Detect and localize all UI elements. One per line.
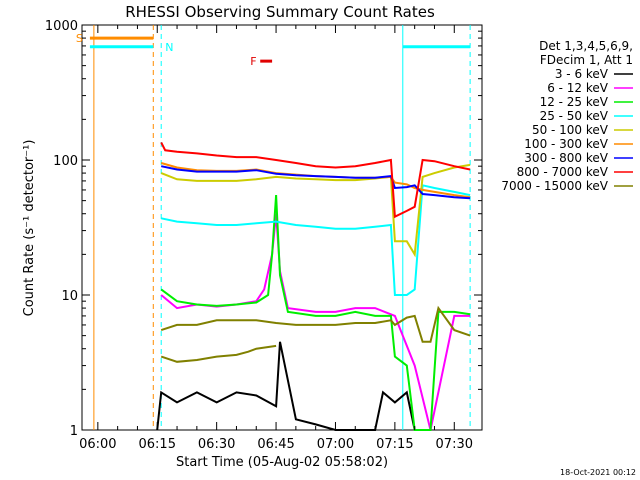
marker-label: S xyxy=(76,32,83,45)
legend-header-line-2: FDecim 1, Att 1 xyxy=(540,53,633,67)
y-tick-label: 1000 xyxy=(45,19,78,34)
y-axis-label: Count Rate (s⁻¹ detector⁻¹) xyxy=(22,140,37,317)
plot-frame xyxy=(81,24,483,431)
y-tick-label: 1 xyxy=(70,424,78,439)
series-line xyxy=(156,341,416,431)
y-tick-label: 10 xyxy=(61,289,78,304)
x-tick-label: 07:00 xyxy=(317,437,354,452)
legend-label: 7000 - 15000 keV xyxy=(501,179,608,193)
marker-label: F xyxy=(250,55,256,68)
x-tick-label: 06:15 xyxy=(139,437,176,452)
chart-title: RHESSI Observing Summary Count Rates xyxy=(125,3,435,21)
legend-label: 800 - 7000 keV xyxy=(517,165,609,179)
marker-label: N xyxy=(165,41,173,54)
y-tick-label: 100 xyxy=(53,154,78,169)
x-tick-label: 07:30 xyxy=(436,437,473,452)
x-tick-label: 06:45 xyxy=(257,437,294,452)
legend-label: 100 - 300 keV xyxy=(524,137,608,151)
plot-marks: S N F xyxy=(76,25,471,431)
series-line xyxy=(160,344,277,363)
x-axis-label: Start Time (05-Aug-02 05:58:02) xyxy=(176,455,388,470)
legend-label: 300 - 800 keV xyxy=(524,151,608,165)
legend-label: 3 - 6 keV xyxy=(555,67,609,81)
series-line xyxy=(160,165,471,200)
series-line xyxy=(160,184,471,296)
timestamp: 18-Oct-2021 00:12 xyxy=(560,468,636,477)
series-line xyxy=(160,163,471,258)
x-tick-label: 06:00 xyxy=(79,437,116,452)
x-tick-label: 06:30 xyxy=(198,437,235,452)
series-line xyxy=(160,195,471,431)
x-tick-label: 07:15 xyxy=(376,437,413,452)
legend-label: 25 - 50 keV xyxy=(540,109,609,123)
series-line xyxy=(160,305,471,343)
series-line xyxy=(160,141,471,219)
legend-label: 6 - 12 keV xyxy=(547,81,609,95)
legend-label: 12 - 25 keV xyxy=(540,95,609,109)
legend-label: 50 - 100 keV xyxy=(532,123,609,137)
legend-header-line-1: Det 1,3,4,5,6,9, xyxy=(539,39,633,53)
